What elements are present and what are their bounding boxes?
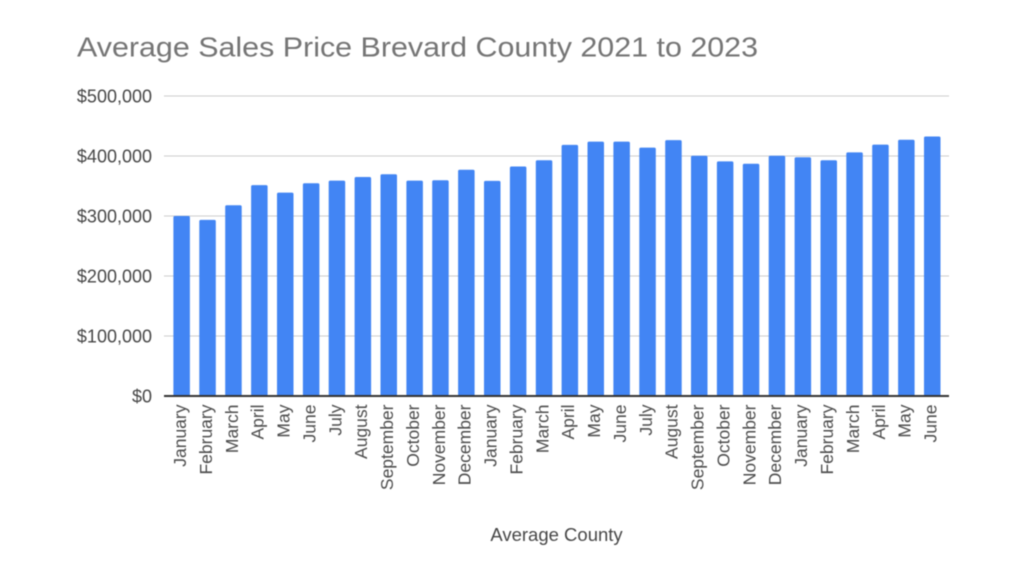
svg-text:September: September	[688, 404, 708, 490]
svg-text:October: October	[403, 404, 423, 466]
svg-text:$200,000: $200,000	[77, 267, 152, 287]
svg-text:January: January	[791, 404, 811, 467]
svg-text:June: June	[610, 405, 630, 443]
svg-text:$300,000: $300,000	[77, 207, 152, 227]
svg-text:March: March	[532, 405, 552, 454]
svg-text:September: September	[377, 404, 397, 490]
svg-text:April: April	[558, 405, 578, 440]
svg-text:July: July	[325, 404, 345, 435]
svg-text:July: July	[636, 404, 656, 435]
svg-text:November: November	[739, 404, 759, 485]
svg-text:February: February	[506, 404, 526, 474]
svg-text:August: August	[351, 404, 371, 459]
svg-text:June: June	[921, 405, 941, 443]
svg-text:October: October	[714, 404, 734, 466]
svg-text:February: February	[196, 404, 216, 474]
svg-text:April: April	[869, 405, 889, 440]
svg-text:January: January	[481, 404, 501, 467]
svg-text:Average Sales Price Brevard Co: Average Sales Price Brevard County 2021 …	[77, 32, 758, 63]
svg-text:$0: $0	[132, 387, 152, 407]
svg-text:March: March	[222, 405, 242, 454]
svg-text:December: December	[765, 404, 785, 485]
svg-text:May: May	[584, 404, 604, 437]
svg-text:$400,000: $400,000	[77, 147, 152, 167]
svg-text:June: June	[299, 405, 319, 443]
svg-text:May: May	[274, 404, 294, 437]
svg-text:November: November	[429, 404, 449, 485]
svg-text:May: May	[895, 404, 915, 437]
svg-text:March: March	[843, 405, 863, 454]
svg-text:$500,000: $500,000	[77, 87, 152, 107]
svg-text:$100,000: $100,000	[77, 327, 152, 347]
svg-text:December: December	[455, 404, 475, 485]
svg-text:Average County: Average County	[490, 524, 623, 545]
svg-text:August: August	[662, 404, 682, 459]
svg-text:April: April	[248, 405, 268, 440]
svg-text:January: January	[170, 404, 190, 467]
svg-text:February: February	[817, 404, 837, 474]
